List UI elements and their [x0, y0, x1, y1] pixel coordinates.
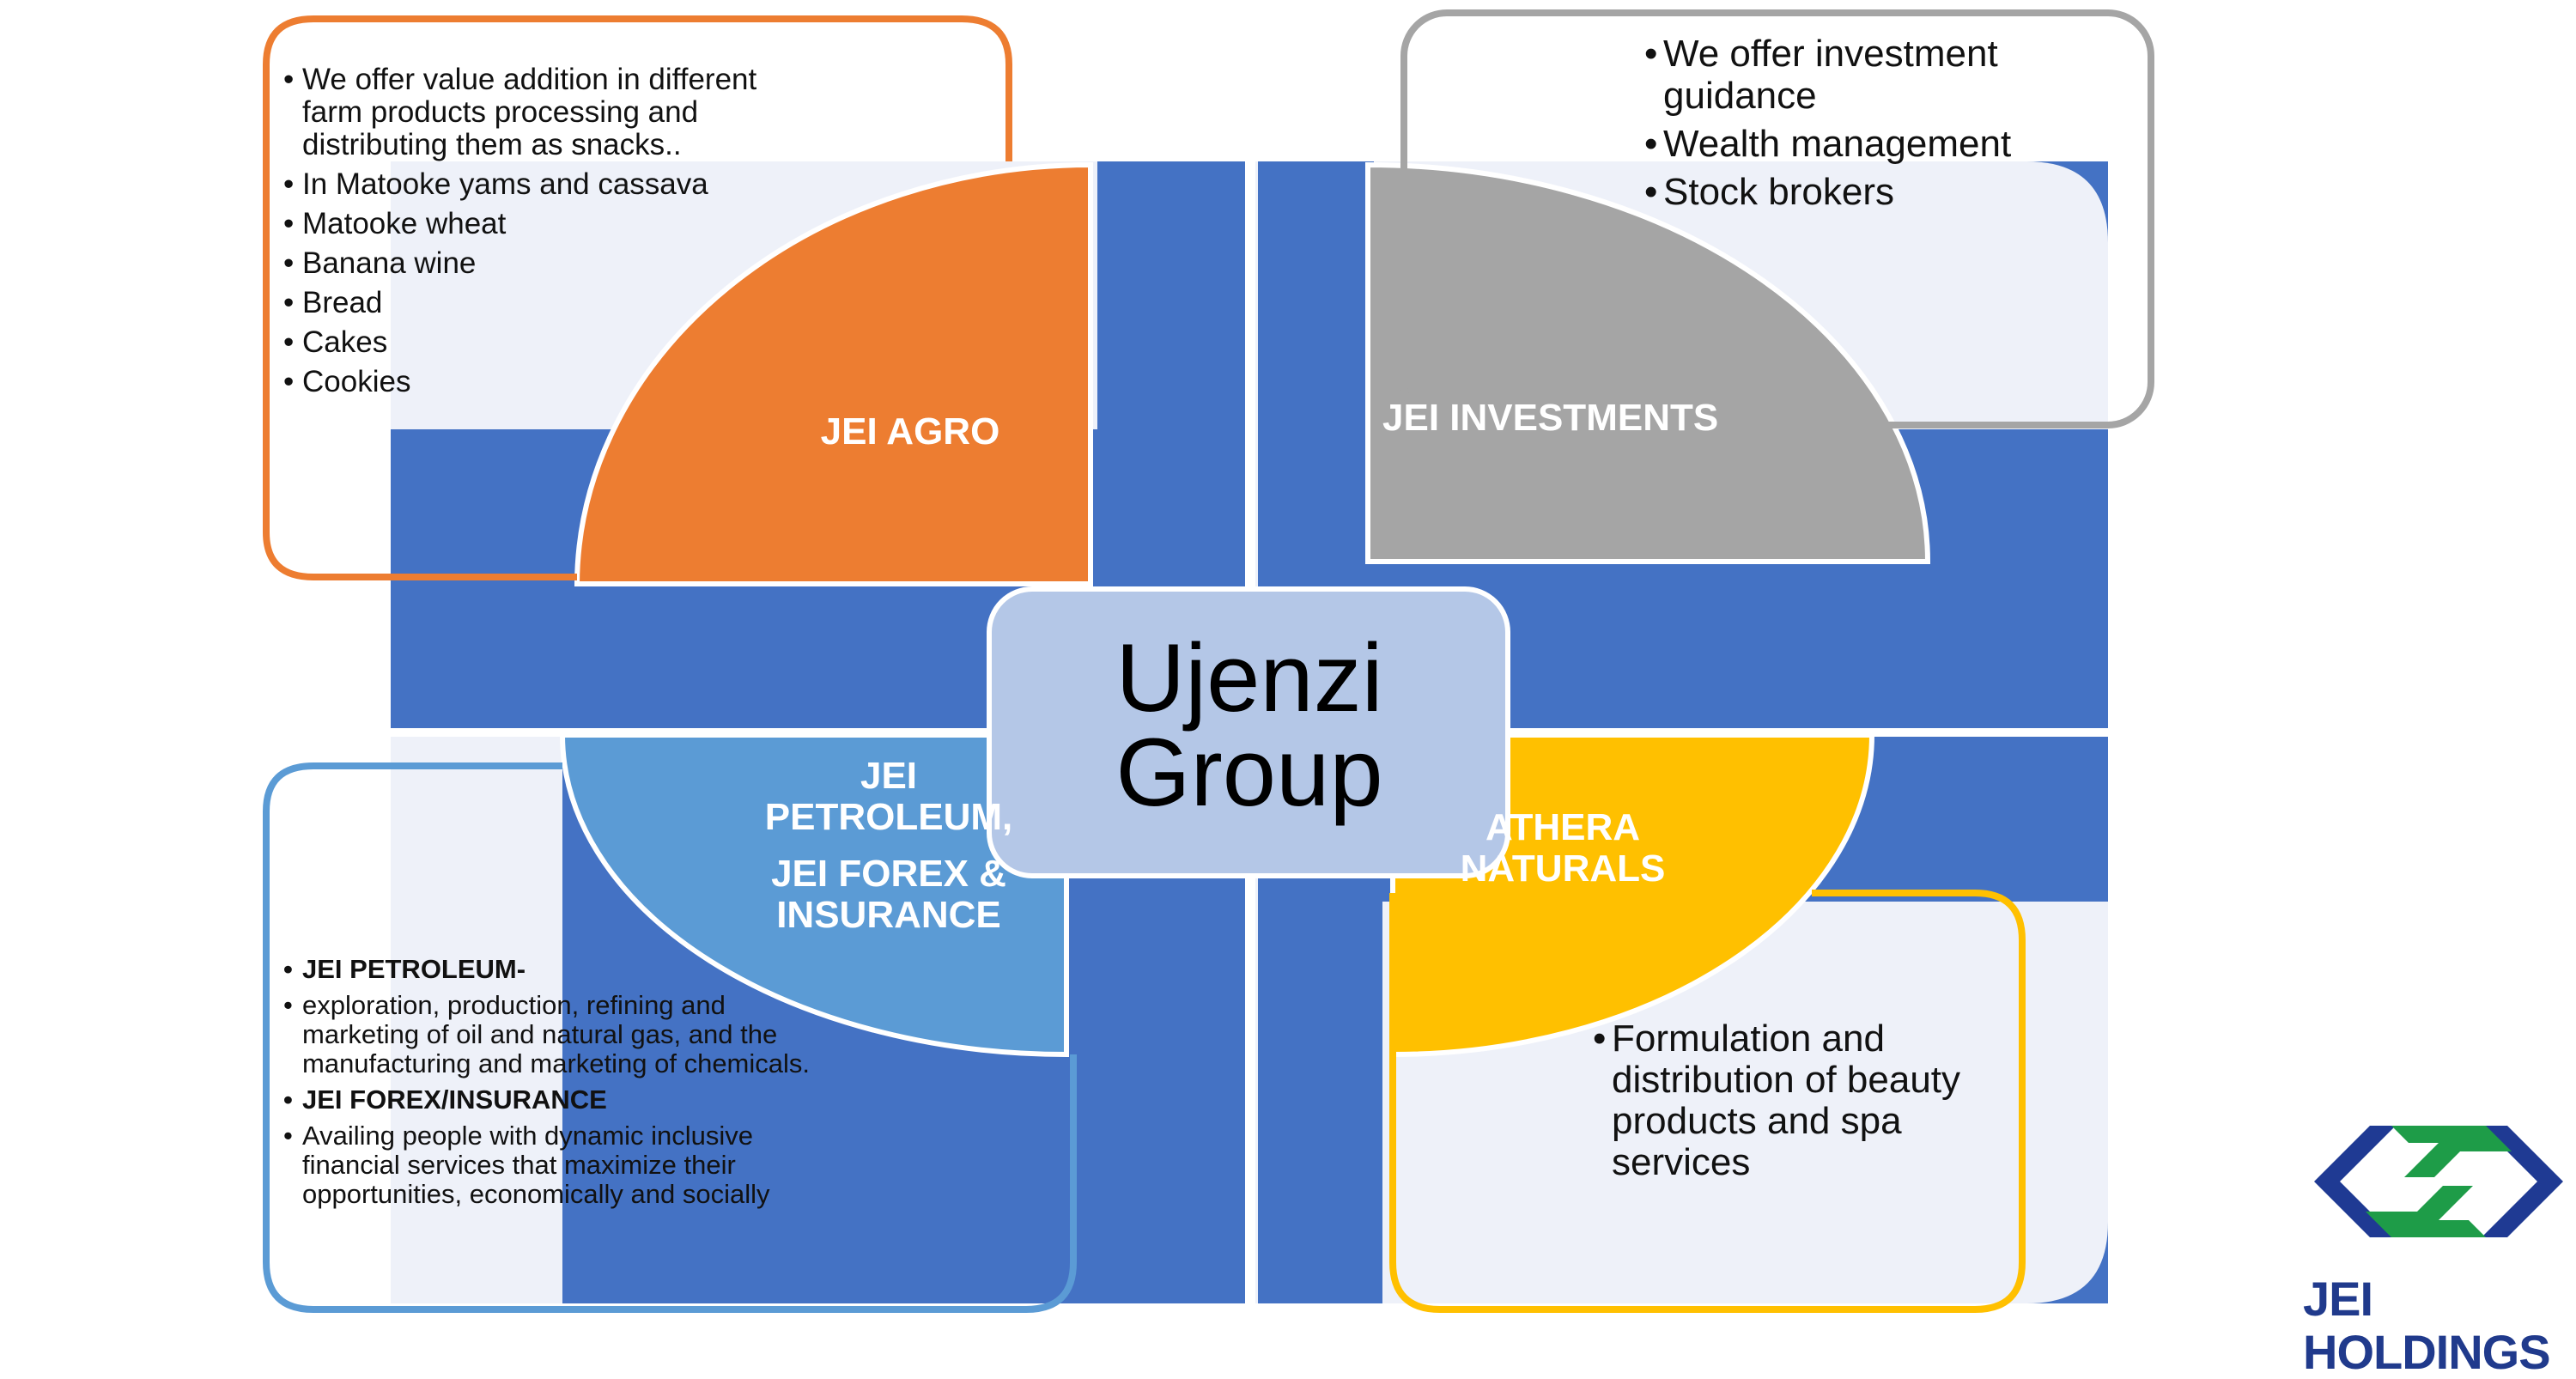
- center-title-line1: Ujenzi: [1115, 624, 1383, 732]
- center-box: [987, 586, 1510, 878]
- insurance-label-line: INSURANCE: [776, 894, 1001, 936]
- petroleum-heading: JEI PETROLEUM-: [283, 955, 833, 985]
- investments-segment: [1365, 161, 1931, 564]
- investments-bullet-list: We offer investment guidance Wealth mana…: [1644, 33, 2091, 213]
- ujenzi-group-diagram: We offer value addition in different far…: [0, 0, 2576, 1334]
- investments-bullet: Wealth management: [1644, 123, 2091, 165]
- forex-label-line: JEI FOREX &: [771, 853, 1006, 895]
- agro-bullet: Cookies: [283, 366, 764, 399]
- investments-label: JEI INVESTMENTS: [1382, 397, 1719, 439]
- naturals-label-line: NATURALS: [1460, 847, 1666, 890]
- agro-callout-outline-top: [263, 15, 1012, 395]
- investments-callout: We offer investment guidance Wealth mana…: [1644, 33, 2091, 219]
- agro-bullet: Cakes: [283, 326, 764, 360]
- brand-name: JEI HOLDINGS: [2303, 1272, 2551, 1379]
- forex-bullet: Availing people with dynamic inclusive f…: [283, 1121, 833, 1209]
- agro-bullet: Banana wine: [283, 247, 764, 281]
- agro-bullet: We offer value addition in different far…: [283, 64, 764, 161]
- jei-holdings-logo: [2314, 1126, 2563, 1237]
- petroleum-label-line: JEI: [860, 755, 918, 797]
- athera-bullet-list: Formulation and distribution of beauty p…: [1593, 1018, 1988, 1183]
- petroleum-callout: JEI PETROLEUM- exploration, production, …: [283, 955, 833, 1216]
- athera-callout: Formulation and distribution of beauty p…: [1593, 1018, 1988, 1183]
- petroleum-bullet: exploration, production, refining and ma…: [283, 991, 833, 1078]
- athera-label-line: ATHERA: [1485, 806, 1641, 848]
- agro-callout: We offer value addition in different far…: [283, 64, 764, 405]
- center-title: Ujenzi Group: [996, 624, 1503, 826]
- agro-label: JEI AGRO: [820, 410, 1000, 453]
- agro-bullet: In Matooke yams and cassava: [283, 168, 764, 202]
- agro-callout-outline-bottom: [263, 395, 577, 580]
- athera-callout-outline: [1389, 890, 2026, 1313]
- agro-bullet-list: We offer value addition in different far…: [283, 64, 764, 399]
- petroleum-label: JEI PETROLEUM, JEI FOREX & INSURANCE: [730, 756, 1048, 936]
- agro-bullet: Matooke wheat: [283, 208, 764, 241]
- center-title-line2: Group: [1115, 719, 1383, 826]
- athera-segment: [1390, 732, 1875, 1058]
- athera-bullet: Formulation and distribution of beauty p…: [1593, 1018, 1988, 1183]
- investments-callout-outline: [1400, 9, 2154, 428]
- petroleum-bullet-list: JEI PETROLEUM- exploration, production, …: [283, 955, 833, 1209]
- investments-bullet: Stock brokers: [1644, 171, 2091, 213]
- forex-heading: JEI FOREX/INSURANCE: [283, 1085, 833, 1115]
- agro-bullet: Bread: [283, 287, 764, 320]
- petroleum-callout-outline: [263, 762, 1077, 1313]
- petroleum-label-line: PETROLEUM,: [764, 796, 1013, 838]
- athera-label: ATHERA NATURALS: [1425, 807, 1700, 890]
- investments-bullet: We offer investment guidance: [1644, 33, 2091, 117]
